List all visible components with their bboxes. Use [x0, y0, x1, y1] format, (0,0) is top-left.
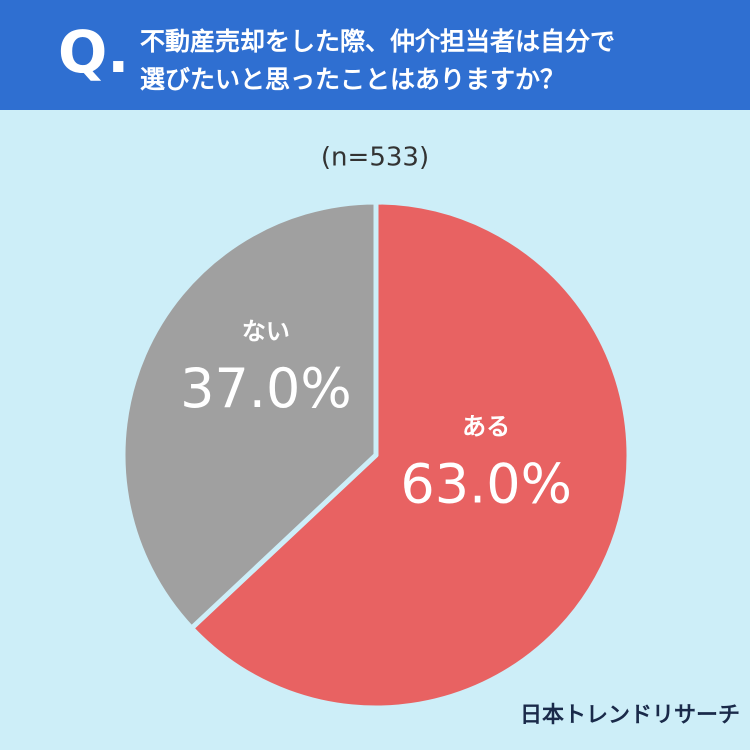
- slice-category-label: ある: [462, 413, 510, 441]
- header: Q. 不動産売却をした際、仲介担当者は自分で 選びたいと思ったことはありますか？: [0, 0, 750, 110]
- pie-slice: [120, 199, 379, 631]
- question-label: Q.: [58, 18, 130, 86]
- slice-value-label: 37.0%: [180, 357, 352, 420]
- slice-value-label: 63.0%: [400, 452, 572, 515]
- pie-slice: [189, 199, 632, 711]
- title-line: 選びたいと思ったことはありますか？: [140, 65, 566, 94]
- source: 日本トレンドリサーチ: [520, 703, 740, 728]
- title-line: 不動産売却をした際、仲介担当者は自分で: [140, 27, 616, 56]
- slice-category-label: ない: [242, 317, 290, 345]
- subtitle: (n=533): [321, 143, 429, 173]
